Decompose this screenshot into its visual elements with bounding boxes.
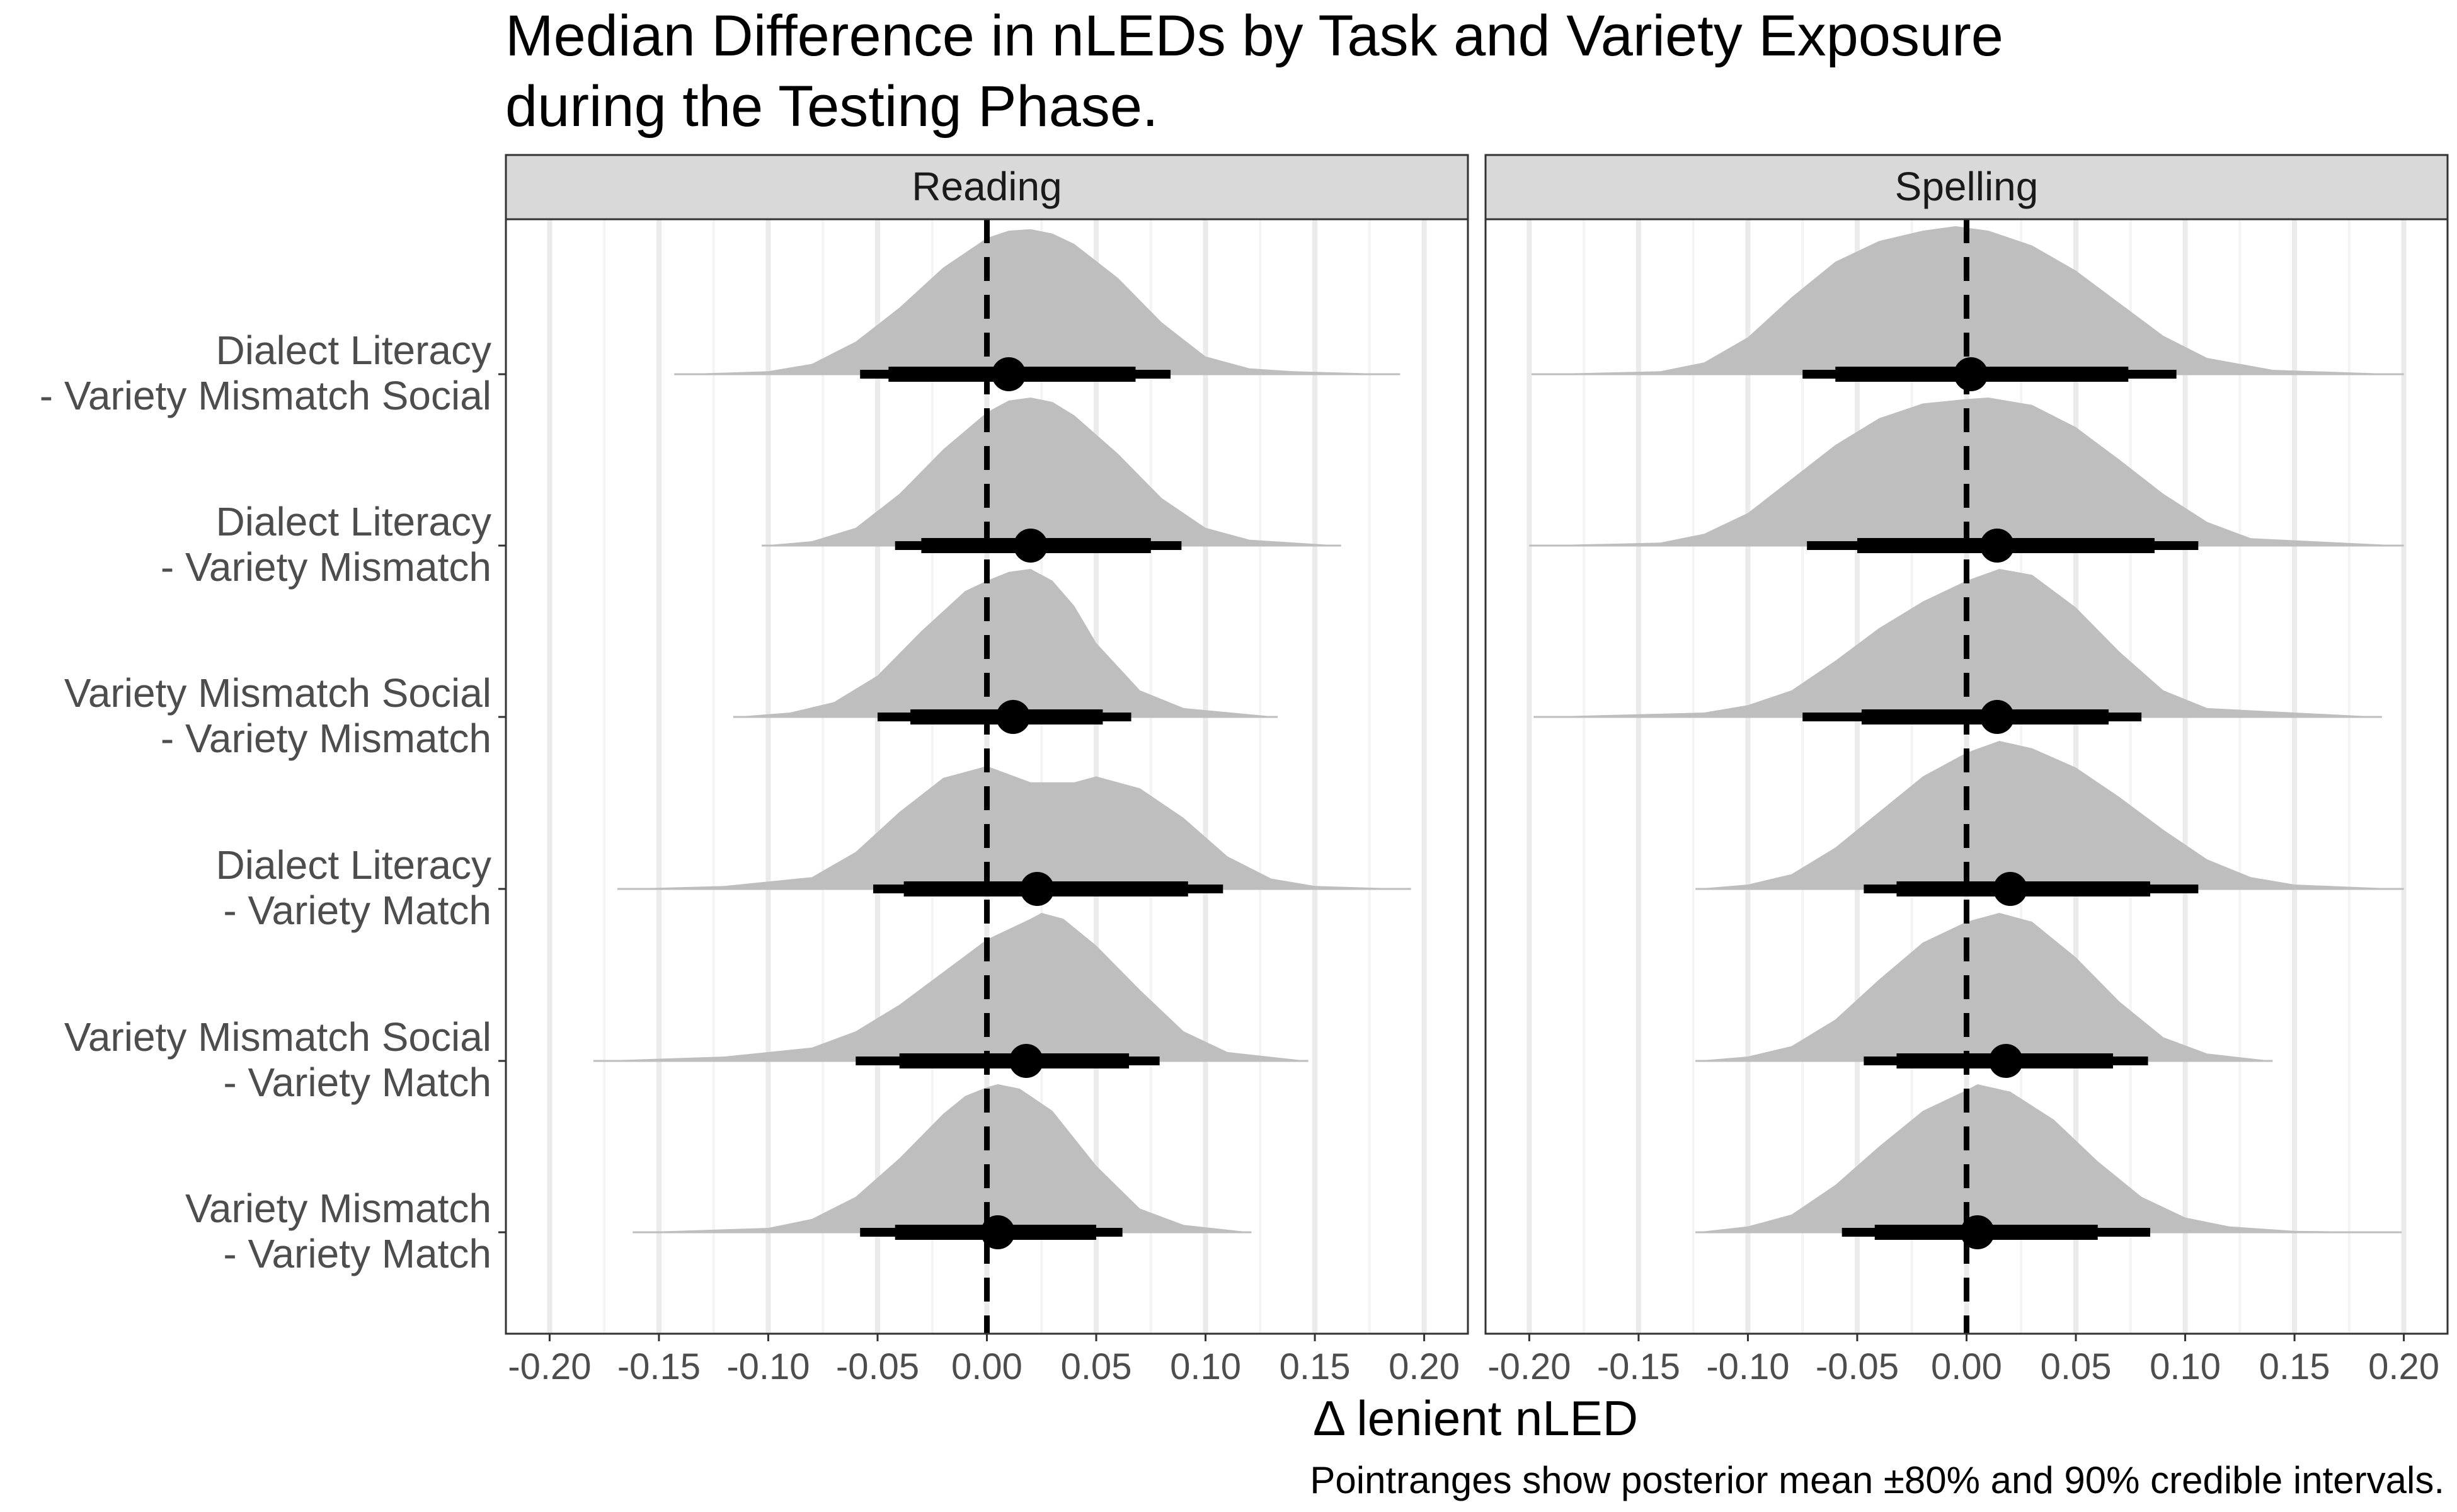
mean-point [1993,872,2027,906]
x-tick-label: 0.05 [1061,1346,1132,1387]
category-label-line-1: Variety Mismatch [185,1186,491,1231]
facet-strip-label: Reading [912,164,1062,209]
category-label-line-2: - Variety Mismatch [161,716,491,761]
mean-point [1020,872,1055,906]
category-label-line-2: - Variety Mismatch [161,544,491,590]
facet-strip-label: Spelling [1895,164,2039,209]
chart-title: Median Difference in nLEDs by Task and V… [505,4,2003,68]
density-ridge [1695,741,2404,889]
density-ridge [1695,1084,2402,1232]
x-tick-label: 0.10 [2150,1346,2221,1387]
density-ridge [762,398,1341,546]
category-label-line-1: Variety Mismatch Social [64,1014,491,1060]
category-label-line-1: Dialect Literacy [216,328,492,373]
chart-title-line-2: during the Testing Phase. [505,74,1159,139]
x-tick-label: 0.10 [1170,1346,1241,1387]
facet-strip [505,154,1469,220]
category-label: Dialect Literacy- Variety Mismatch [161,499,506,590]
category-labels: Dialect Literacy- Variety Mismatch Socia… [40,328,506,1276]
x-tick-label: 0.20 [1389,1346,1460,1387]
x-tick-label: -0.10 [1706,1346,1789,1387]
panel-spelling: Spelling -0.20 -0.15 -0.10 -0.05 0.00 0.05 0.10… [1484,154,2449,1387]
chart-caption: Pointranges show posterior mean ±80% and… [1310,1459,2444,1501]
mean-point [1988,1044,2023,1078]
density-ridge [617,766,1411,889]
x-tick-label: 0.20 [2368,1346,2439,1387]
category-label: Variety Mismatch Social- Variety Mismatc… [64,670,506,761]
density-ridge [633,1084,1252,1232]
x-tick-label: -0.15 [1597,1346,1680,1387]
panels: Reading -0.20 -0.15 -0.10 -0.05 0.00 0.05 0.10 0… [505,154,2449,1387]
mean-point [992,357,1026,391]
mean-point [996,700,1031,734]
density-ridge [593,913,1309,1061]
x-tick-label: 0.00 [951,1346,1022,1387]
category-label-line-2: - Variety Match [223,888,491,933]
category-label: Dialect Literacy- Variety Mismatch Socia… [40,328,506,418]
x-axis-title: Δ lenient nLED [1313,1390,1638,1446]
density-ridge [1529,398,2404,546]
x-tick-label: 0.15 [2259,1346,2330,1387]
mean-point [1954,357,1988,391]
x-tick-label: -0.05 [836,1346,919,1387]
mean-point [1980,529,2015,563]
category-label-line-2: - Variety Mismatch Social [40,373,491,418]
x-tick-label: -0.15 [617,1346,701,1387]
x-tick-label: 0.15 [1280,1346,1351,1387]
x-tick-label: -0.05 [1816,1346,1899,1387]
panel-reading: Reading -0.20 -0.15 -0.10 -0.05 0.00 0.05 0.10 0… [505,154,1469,1387]
density-ridge [1533,569,2382,717]
category-label-line-2: - Variety Match [223,1231,491,1276]
x-tick-label: 0.05 [2041,1346,2112,1387]
mean-point [1009,1044,1043,1078]
category-label: Variety Mismatch Social- Variety Match [64,1014,506,1105]
density-ridge [1695,913,2273,1061]
mean-point [1980,700,2015,734]
mean-point [1960,1215,1995,1249]
category-label-line-2: - Variety Match [223,1060,491,1105]
category-label: Dialect Literacy- Variety Match [216,842,506,933]
x-tick-label: -0.10 [726,1346,810,1387]
x-tick-label: 0.00 [1931,1346,2002,1387]
mean-point [1013,529,1048,563]
x-tick-label: -0.20 [1487,1346,1571,1387]
category-label: Variety Mismatch- Variety Match [185,1186,506,1276]
density-ridge [733,569,1278,717]
category-label-line-1: Dialect Literacy [216,499,492,544]
x-tick-label: -0.20 [508,1346,591,1387]
facet-strip [1484,154,2449,220]
mean-point [980,1215,1015,1249]
category-label-line-1: Variety Mismatch Social [64,670,491,716]
category-label-line-1: Dialect Literacy [216,842,492,888]
density-ridge [674,229,1400,374]
